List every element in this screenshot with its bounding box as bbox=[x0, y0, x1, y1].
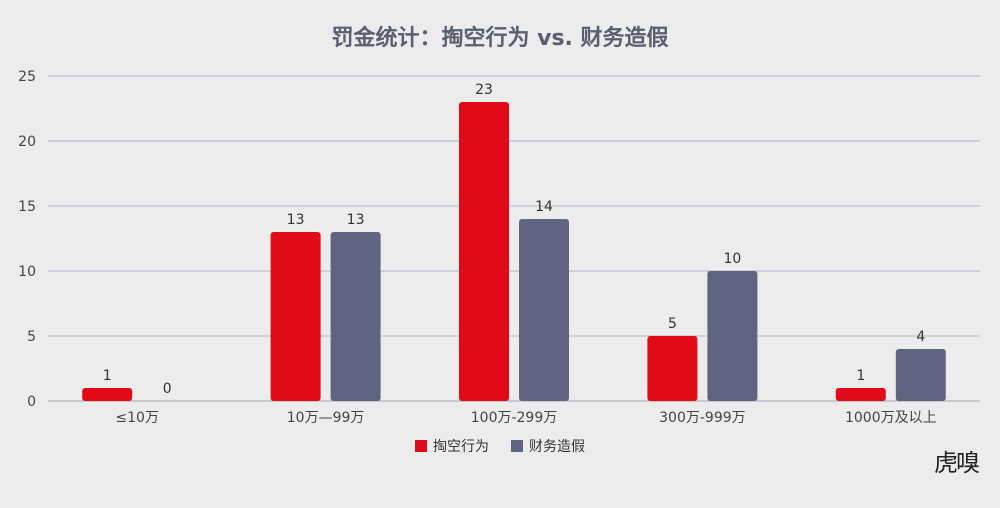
data-label: 10 bbox=[723, 251, 741, 267]
bar-1-2 bbox=[270, 232, 321, 401]
y-tick-label: 0 bbox=[27, 394, 36, 410]
bar-2-2 bbox=[330, 232, 381, 401]
y-tick-label: 5 bbox=[27, 329, 36, 345]
bar-1-5 bbox=[835, 388, 886, 401]
legend-item-series-2: 财务造假 bbox=[511, 436, 585, 456]
bar-1-3 bbox=[459, 102, 509, 401]
bar-2-3 bbox=[519, 219, 569, 401]
y-tick-label: 20 bbox=[18, 134, 36, 150]
bar-1-1 bbox=[82, 388, 133, 401]
legend-item-series-1: 掏空行为 bbox=[415, 436, 489, 456]
y-tick-label: 25 bbox=[18, 69, 36, 85]
legend-swatch-series-2 bbox=[511, 440, 523, 452]
bar-1-4 bbox=[647, 336, 698, 401]
legend-swatch-series-1 bbox=[415, 440, 427, 452]
chart-legend: 掏空行为 财务造假 bbox=[0, 436, 1000, 456]
x-tick-label: 100万-299万 bbox=[471, 410, 558, 426]
x-tick-label: 1000万及以上 bbox=[845, 410, 937, 426]
bar-2-4 bbox=[707, 271, 758, 401]
legend-label-series-2: 财务造假 bbox=[529, 439, 585, 455]
data-label: 4 bbox=[916, 329, 925, 345]
data-label: 1 bbox=[856, 368, 865, 384]
chart-title: 罚金统计：掏空行为 vs. 财务造假 bbox=[331, 26, 669, 51]
data-label: 1 bbox=[103, 368, 112, 384]
x-tick-label: ≤10万 bbox=[115, 410, 159, 426]
data-label: 5 bbox=[668, 316, 677, 332]
brand-logo: 虎嗅 bbox=[934, 449, 980, 477]
data-label: 23 bbox=[475, 82, 493, 98]
data-label: 14 bbox=[535, 199, 553, 215]
y-tick-label: 10 bbox=[18, 264, 36, 280]
data-label: 0 bbox=[163, 381, 172, 397]
y-tick-label: 15 bbox=[18, 199, 36, 215]
data-label: 13 bbox=[287, 212, 305, 228]
data-label: 13 bbox=[347, 212, 365, 228]
bar-2-5 bbox=[895, 349, 946, 401]
x-tick-label: 10万—99万 bbox=[287, 410, 365, 426]
x-tick-label: 300万-999万 bbox=[659, 410, 746, 426]
legend-label-series-1: 掏空行为 bbox=[433, 439, 489, 455]
